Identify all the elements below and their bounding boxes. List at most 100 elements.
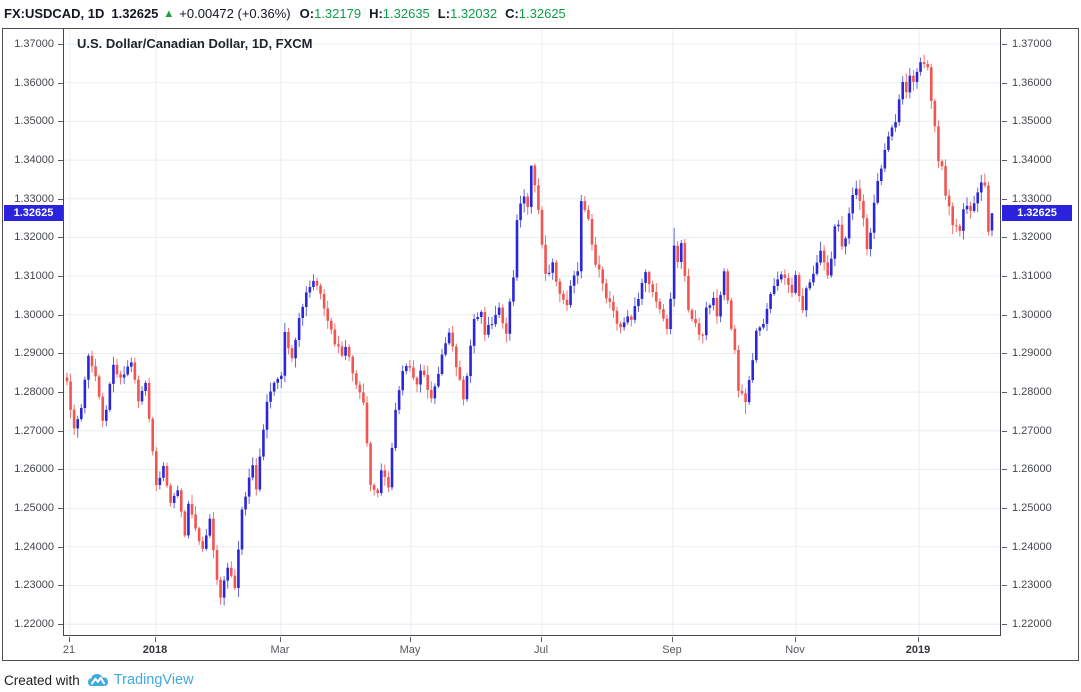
- y-axis-tick: [1002, 237, 1007, 238]
- open-label: O:: [299, 6, 315, 21]
- close-number: 1.32625: [518, 6, 566, 21]
- y-axis-tick: [1002, 121, 1007, 122]
- y-axis-tick: [58, 199, 63, 200]
- x-axis-label: Sep: [662, 644, 682, 656]
- y-axis-tick: [1002, 508, 1007, 509]
- x-axis-label: 2019: [905, 644, 931, 656]
- x-axis-label: 2018: [142, 644, 168, 656]
- y-axis-label: 1.37000: [1012, 38, 1052, 50]
- chart-title: U.S. Dollar/Canadian Dollar, 1D, FXCM: [77, 36, 313, 51]
- x-axis-tick: [541, 637, 542, 642]
- low-number: 1.32032: [450, 6, 498, 21]
- x-axis-label: Mar: [270, 644, 290, 656]
- y-axis-label: 1.32000: [14, 231, 54, 243]
- attribution-footer: Created with TradingView: [4, 669, 194, 691]
- y-axis-tick: [58, 469, 63, 470]
- y-axis-label: 1.22000: [1012, 618, 1052, 630]
- x-axis-label: Nov: [785, 644, 805, 656]
- y-axis-label: 1.25000: [14, 502, 54, 514]
- created-with-text: Created with: [4, 672, 80, 688]
- y-axis-tick: [1002, 44, 1007, 45]
- y-axis-tick: [1002, 624, 1007, 625]
- y-axis-tick: [1002, 353, 1007, 354]
- y-axis-label: 1.27000: [1012, 425, 1052, 437]
- y-axis-label: 1.23000: [1012, 579, 1052, 591]
- y-axis-tick: [58, 237, 63, 238]
- y-axis-label: 1.35000: [1012, 115, 1052, 127]
- y-axis-label: 1.34000: [14, 154, 54, 166]
- y-axis-label: 1.35000: [14, 115, 54, 127]
- y-axis-label: 1.27000: [14, 425, 54, 437]
- y-axis-tick: [1002, 431, 1007, 432]
- y-axis-tick: [1002, 83, 1007, 84]
- y-axis-tick: [58, 508, 63, 509]
- y-axis-tick: [58, 353, 63, 354]
- high-number: 1.32635: [382, 6, 430, 21]
- y-axis-label: 1.26000: [1012, 463, 1052, 475]
- open-value: O:1.32179: [300, 6, 361, 21]
- y-axis-label: 1.29000: [14, 347, 54, 359]
- y-axis-label: 1.30000: [14, 309, 54, 321]
- close-value: C:1.32625: [505, 6, 566, 21]
- price-axis-right[interactable]: 1.32625 1.22000 1.23000 1.24000 1.25000 1.26…: [1002, 29, 1078, 636]
- y-axis-label: 1.22000: [14, 618, 54, 630]
- y-axis-tick: [1002, 392, 1007, 393]
- last-price-badge-left: 1.32625: [4, 205, 63, 221]
- y-axis-label: 1.28000: [1012, 386, 1052, 398]
- y-axis-tick: [58, 276, 63, 277]
- y-axis-label: 1.37000: [14, 38, 54, 50]
- x-axis-tick: [672, 637, 673, 642]
- y-axis-tick: [1002, 469, 1007, 470]
- y-axis-label: 1.24000: [1012, 541, 1052, 553]
- tradingview-logo-icon: [87, 674, 108, 686]
- x-axis-tick: [795, 637, 796, 642]
- y-axis-label: 1.23000: [14, 579, 54, 591]
- x-axis-tick: [69, 637, 70, 642]
- price-axis-left[interactable]: 1.32625 1.22000 1.23000 1.24000 1.25000 1.26…: [3, 29, 63, 636]
- high-label: H:: [369, 6, 383, 21]
- y-axis-tick: [1002, 585, 1007, 586]
- x-axis-tick: [280, 637, 281, 642]
- y-axis-label: 1.31000: [14, 270, 54, 282]
- last-price: 1.32625: [111, 6, 159, 21]
- x-axis-tick: [155, 637, 156, 642]
- y-axis-tick: [58, 392, 63, 393]
- x-axis-label: May: [399, 644, 421, 656]
- close-label: C:: [505, 6, 519, 21]
- symbol-name: FX:USDCAD, 1D: [4, 6, 105, 21]
- y-axis-tick: [1002, 199, 1007, 200]
- y-axis-tick: [58, 83, 63, 84]
- y-axis-tick: [58, 315, 63, 316]
- y-axis-tick: [58, 160, 63, 161]
- y-axis-label: 1.29000: [1012, 347, 1052, 359]
- up-triangle-icon: ▲: [163, 7, 175, 20]
- y-axis-label: 1.34000: [1012, 154, 1052, 166]
- y-axis-tick: [58, 121, 63, 122]
- y-axis-tick: [1002, 547, 1007, 548]
- x-axis-tick: [410, 637, 411, 642]
- candlestick-canvas[interactable]: [64, 29, 1000, 635]
- y-axis-label: 1.26000: [14, 463, 54, 475]
- symbol-legend-bar: FX:USDCAD, 1D 1.32625 ▲ +0.00472 (+0.36%…: [4, 0, 574, 27]
- y-axis-label: 1.32000: [1012, 231, 1052, 243]
- high-value: H:1.32635: [369, 6, 430, 21]
- y-axis-label: 1.24000: [14, 541, 54, 553]
- y-axis-label: 1.31000: [1012, 270, 1052, 282]
- price-change: +0.00472 (+0.36%): [179, 6, 291, 21]
- low-label: L:: [437, 6, 451, 21]
- y-axis-label: 1.36000: [1012, 77, 1052, 89]
- y-axis-label: 1.36000: [14, 77, 54, 89]
- y-axis-tick: [58, 547, 63, 548]
- y-axis-tick: [58, 624, 63, 625]
- y-axis-tick: [1002, 160, 1007, 161]
- x-axis-label: Jul: [533, 644, 549, 656]
- time-axis[interactable]: 21 2018 Mar May Jul Sep Nov 2019: [63, 637, 1001, 660]
- y-axis-label: 1.33000: [14, 193, 54, 205]
- chart-plot-area[interactable]: U.S. Dollar/Canadian Dollar, 1D, FXCM: [63, 29, 1001, 636]
- x-axis-tick: [918, 637, 919, 642]
- y-axis-label: 1.33000: [1012, 193, 1052, 205]
- y-axis-label: 1.28000: [14, 386, 54, 398]
- y-axis-tick: [58, 585, 63, 586]
- tradingview-link[interactable]: TradingView: [113, 672, 194, 688]
